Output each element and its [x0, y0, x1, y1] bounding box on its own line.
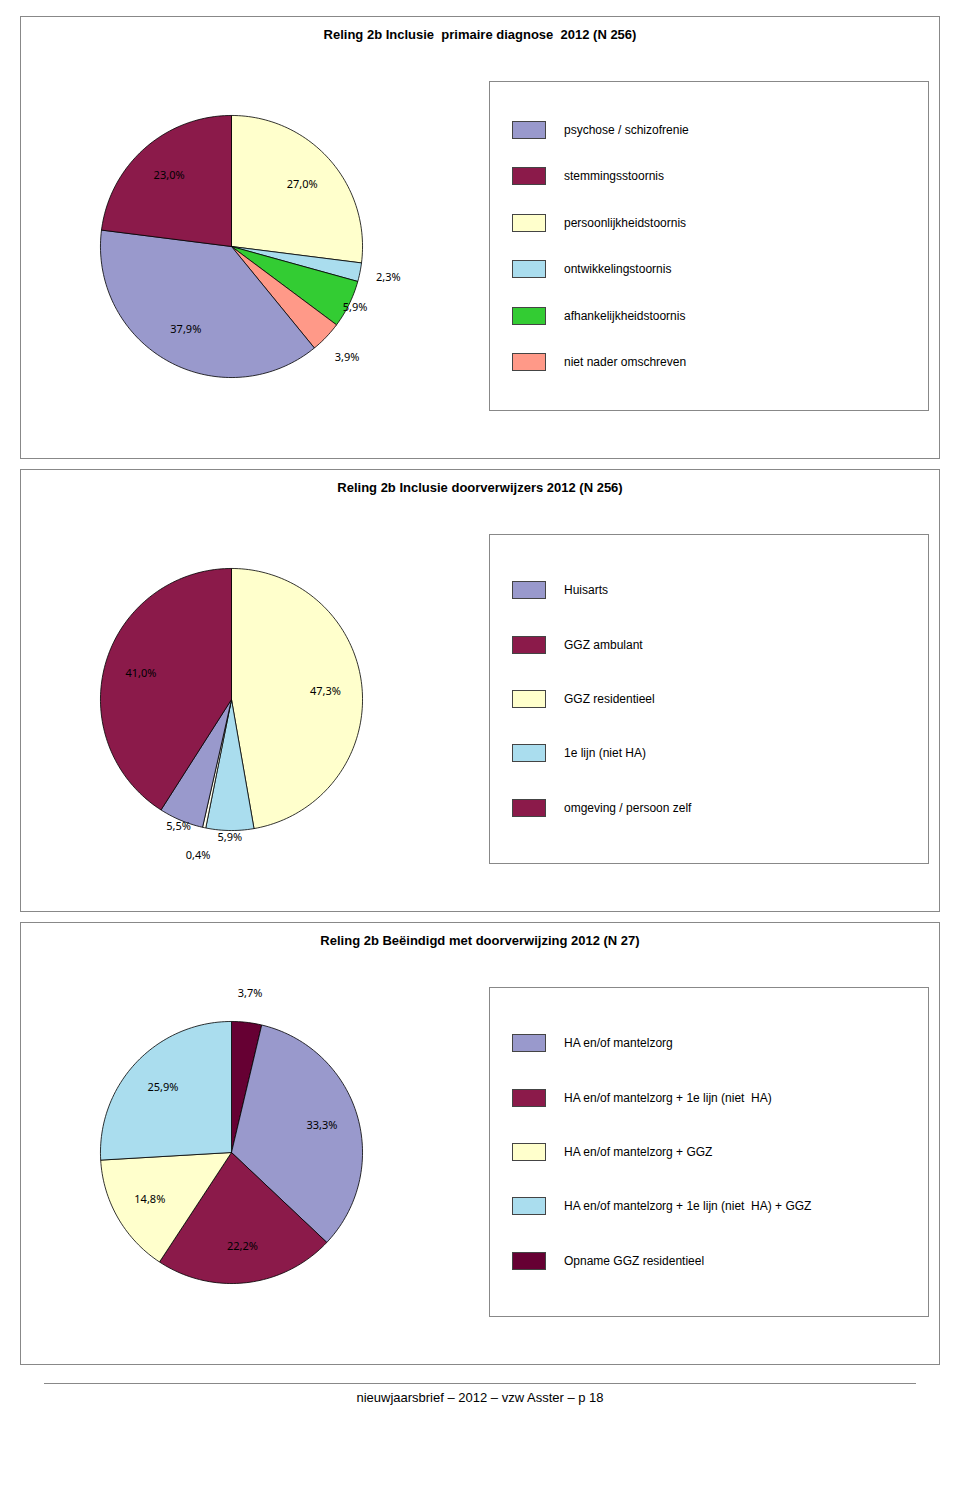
svg-text:41,0%: 41,0% [125, 665, 156, 680]
html-text:persoonlijkheidstoornis: persoonlijkheidstoornis [564, 215, 687, 230]
html-text:HA en/of mantelzorg + 1e lijn: HA en/of mantelzorg + 1e lijn (niet HA) … [564, 1199, 812, 1214]
html-text:afhankelijkheidstoornis: afhankelijkheidstoornis [564, 308, 686, 323]
html-text:niet nader omschreven: niet nader omschreven [564, 355, 687, 370]
svg-text:33,3%: 33,3% [306, 1117, 337, 1132]
svg-text:22,2%: 22,2% [227, 1238, 258, 1253]
html-text:Opname GGZ residentieel: Opname GGZ residentieel [564, 1253, 705, 1268]
html-text:GGZ ambulant: GGZ ambulant [564, 637, 643, 652]
svg-text:0,4%: 0,4% [186, 847, 211, 862]
html-text:ontwikkelingstoornis: ontwikkelingstoornis [564, 262, 672, 277]
svg-text:25,9%: 25,9% [147, 1079, 178, 1094]
html-text:Reling 2b Inclusie primaire di: Reling 2b Inclusie primaire diagnose 201… [323, 27, 637, 42]
svg-text:37,9%: 37,9% [170, 321, 201, 336]
html-text:HA en/of mantelzorg + GGZ: HA en/of mantelzorg + GGZ [564, 1145, 713, 1159]
svg-text:5,9%: 5,9% [343, 299, 368, 314]
svg-text:5,9%: 5,9% [217, 829, 242, 844]
html-text:psychose / schizofrenie: psychose / schizofrenie [564, 122, 689, 137]
svg-text:14,8%: 14,8% [134, 1191, 165, 1206]
html-text:Reling 2b Inclusie doorverwijz: Reling 2b Inclusie doorverwijzers 2012 (… [337, 480, 623, 495]
svg-text:5,5%: 5,5% [166, 818, 191, 833]
svg-text:3,7%: 3,7% [238, 985, 263, 1000]
html-text:1e lijn (niet HA): 1e lijn (niet HA) [564, 746, 646, 761]
html-text:HA en/of mantelzorg + 1e lijn: HA en/of mantelzorg + 1e lijn (niet HA) [564, 1090, 772, 1105]
html-text:stemmingsstoornis: stemmingsstoornis [564, 169, 664, 184]
svg-text:2,3%: 2,3% [376, 269, 401, 284]
html-text:HA en/of mantelzorg: HA en/of mantelzorg [564, 1036, 673, 1051]
html-text:GGZ residentieel: GGZ residentieel [564, 692, 655, 706]
html-text:omgeving / persoon zelf: omgeving / persoon zelf [564, 800, 692, 815]
svg-text:3,9%: 3,9% [335, 349, 360, 364]
svg-text:47,3%: 47,3% [310, 683, 341, 698]
html-text:Reling 2b Beëindigd met doorve: Reling 2b Beëindigd met doorverwijzing 2… [320, 933, 640, 948]
html-text:nieuwjaarsbrief – 2012 – vzw A: nieuwjaarsbrief – 2012 – vzw Asster – p … [356, 1390, 604, 1405]
svg-text:23,0%: 23,0% [154, 167, 185, 182]
html-text:Huisarts: Huisarts [564, 583, 608, 598]
svg-text:27,0%: 27,0% [287, 176, 318, 191]
